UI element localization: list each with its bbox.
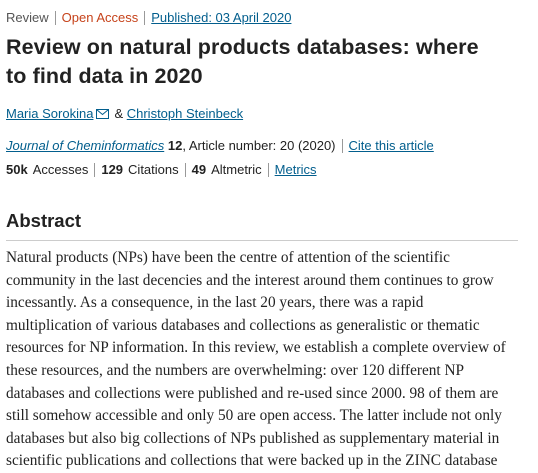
metric-value: 49: [191, 162, 207, 177]
journal-link[interactable]: Journal of Cheminformatics: [6, 138, 164, 153]
metric-value: 50k: [6, 162, 28, 177]
author-separator: &: [114, 106, 124, 121]
separator: [94, 162, 96, 177]
separator: [341, 138, 343, 153]
metric: 129 Citations: [101, 162, 178, 177]
article-meta: Review Open Access Published: 03 April 2…: [6, 10, 291, 25]
abstract-line: Natural products (NPs) have been the cen…: [6, 249, 450, 266]
abstract-line: databases and collections were published…: [6, 384, 499, 402]
article-type: Review: [6, 10, 49, 25]
metric-label: Citations: [128, 162, 179, 177]
abstract-line: databases but also big collections of NP…: [6, 429, 500, 447]
abstract-line: resources for NP information. In this re…: [6, 339, 506, 357]
abstract-line: still somehow accessible and only 50 are…: [6, 407, 502, 425]
abstract-line: these resources, and the numbers are ove…: [6, 361, 465, 379]
abstract-line: scientific publications and collections …: [6, 452, 498, 470]
cite-link[interactable]: Cite this article: [348, 138, 434, 153]
metric-value: 129: [101, 162, 124, 177]
article-title: Review on natural products databases: wh…: [6, 33, 479, 91]
title-line: to find data in 2020: [6, 64, 203, 88]
separator: [267, 162, 269, 177]
metric: 49 Altmetric: [192, 162, 262, 177]
metric: 50k Accesses: [6, 162, 88, 177]
abstract-text: Natural products (NPs) have been the cen…: [6, 247, 506, 473]
citation: Journal of Cheminformatics 12 , Article …: [6, 138, 434, 153]
title-line: Review on natural products databases: wh…: [6, 35, 479, 59]
access-label: Open Access: [61, 10, 139, 25]
abstract-line: incessantly. As a consequence, in the la…: [6, 294, 424, 312]
email-icon[interactable]: [96, 108, 110, 119]
separator: [54, 10, 56, 25]
divider: [6, 240, 518, 241]
author-link[interactable]: Maria Sorokina: [6, 106, 94, 121]
citation-details: , Article number: 20 (2020): [182, 138, 336, 153]
authors: Maria Sorokina & Christoph Steinbeck: [6, 106, 243, 121]
volume: 12: [167, 138, 183, 153]
metric-label: Accesses: [32, 162, 89, 177]
separator: [144, 10, 146, 25]
metric-label: Altmetric: [211, 162, 262, 177]
metrics: 50k Accesses 129 Citations 49 Altmetric Metric…: [6, 162, 317, 177]
abstract-line: community in the last decencies and the …: [6, 271, 494, 289]
published-date[interactable]: Published: 03 April 2020: [151, 10, 292, 25]
abstract-line: multiplication of various databases and …: [6, 316, 480, 334]
journal-name: Journal of Cheminformatics: [6, 138, 165, 153]
author-link[interactable]: Christoph Steinbeck: [126, 106, 244, 121]
separator: [184, 162, 186, 177]
abstract-heading: Abstract: [6, 210, 82, 231]
metrics-link[interactable]: Metrics: [274, 162, 317, 177]
